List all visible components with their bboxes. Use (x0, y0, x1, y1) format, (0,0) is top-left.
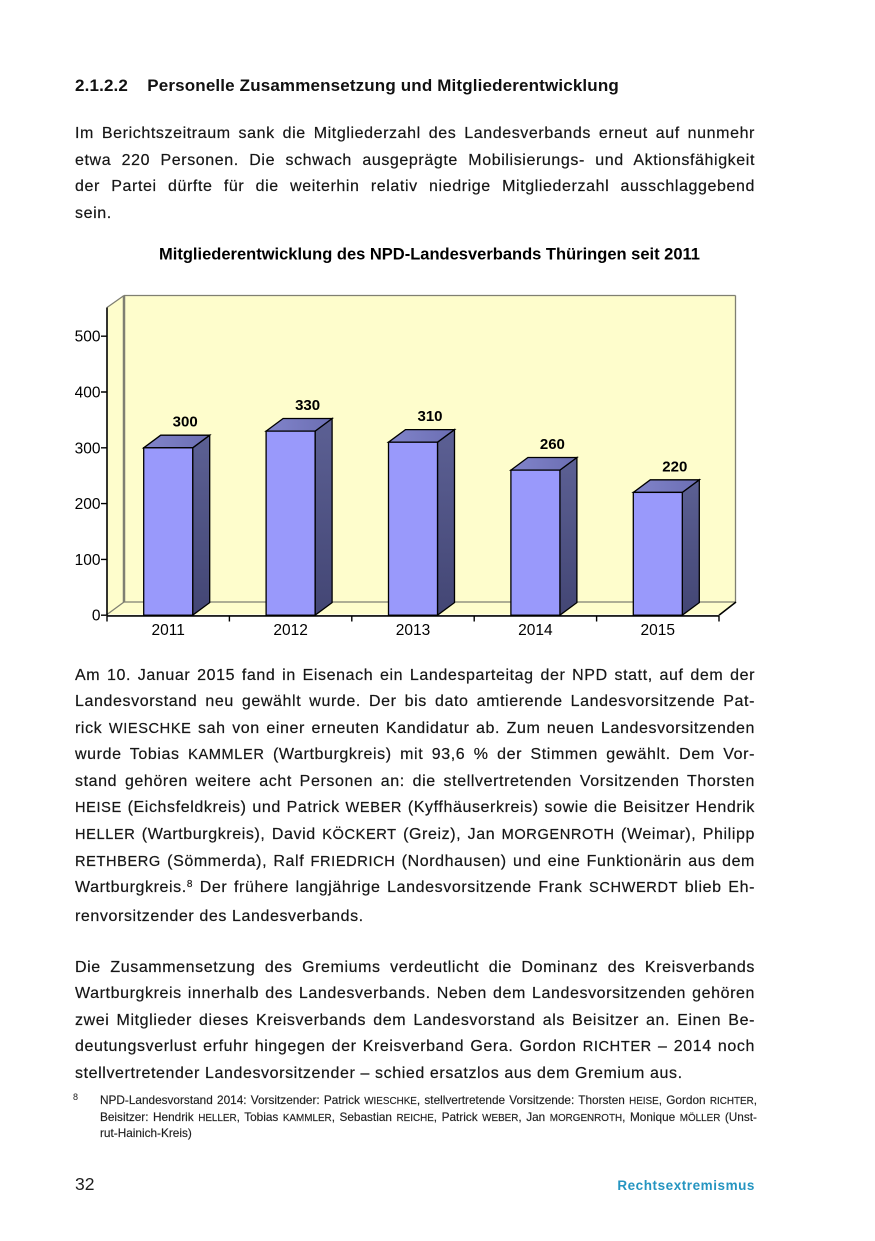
svg-text:2015: 2015 (641, 622, 675, 639)
svg-text:220: 220 (662, 458, 687, 475)
svg-text:300: 300 (75, 440, 101, 457)
svg-text:300: 300 (173, 414, 198, 431)
svg-text:2013: 2013 (396, 622, 430, 639)
svg-text:2012: 2012 (273, 622, 307, 639)
svg-text:100: 100 (75, 552, 101, 569)
svg-text:200: 200 (75, 496, 101, 513)
svg-text:260: 260 (540, 436, 565, 453)
svg-text:Mitgliederentwicklung des NPD-: Mitgliederentwicklung des NPD-Landesverb… (159, 246, 700, 264)
svg-text:0: 0 (92, 608, 101, 625)
svg-text:2014: 2014 (518, 622, 553, 639)
svg-text:500: 500 (75, 329, 101, 346)
svg-text:400: 400 (75, 385, 101, 402)
svg-text:330: 330 (295, 397, 320, 414)
svg-text:310: 310 (417, 408, 442, 425)
svg-text:2011: 2011 (152, 622, 185, 639)
